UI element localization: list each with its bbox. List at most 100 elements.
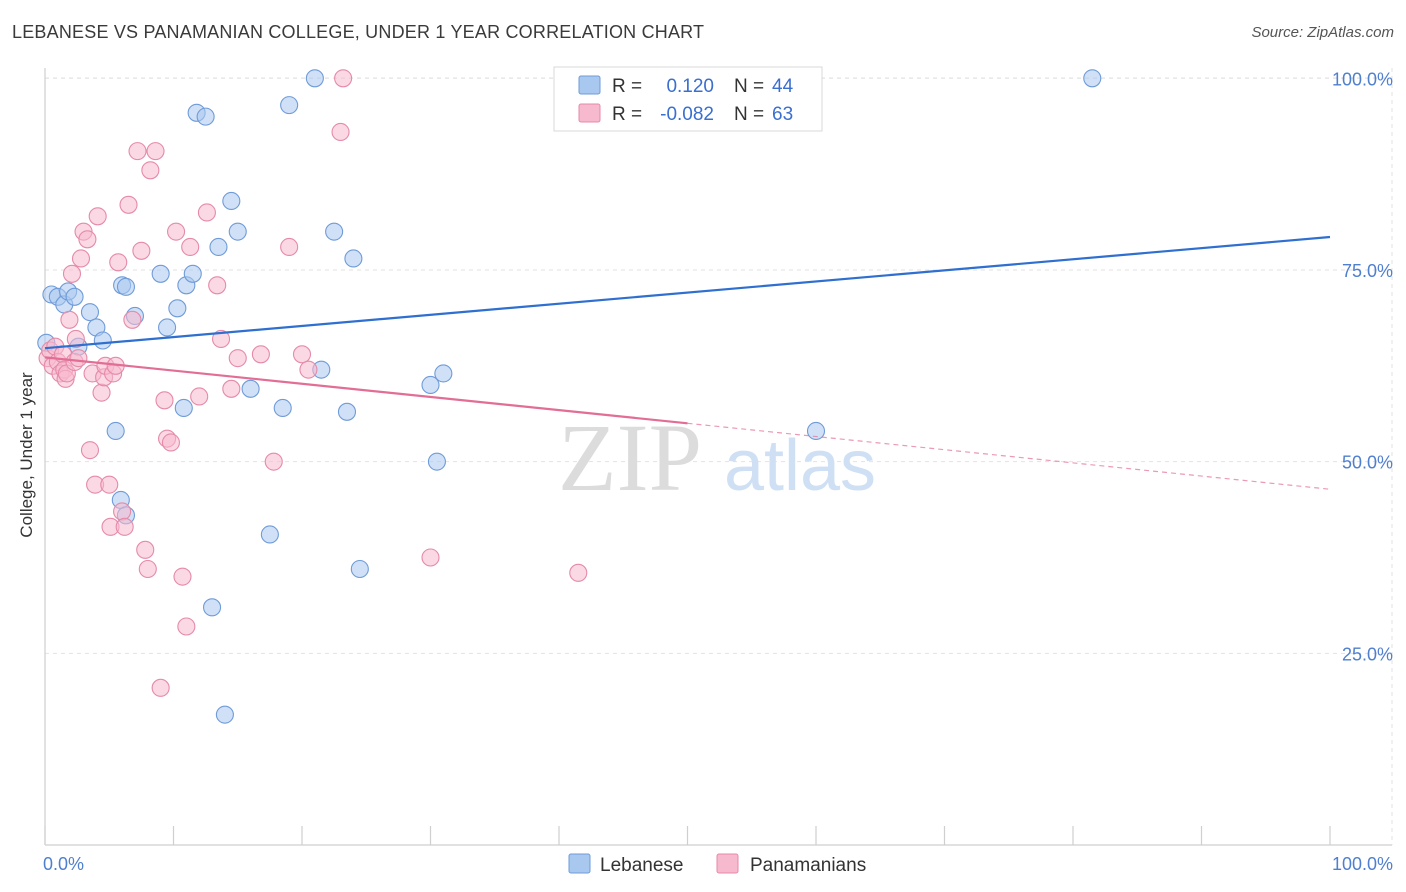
panamanian-point	[69, 349, 88, 368]
panamanian-point	[211, 329, 231, 349]
lebanese-point	[209, 237, 228, 257]
x-tick-label-max: 100.0%	[1332, 854, 1393, 874]
watermark-atlas: atlas	[724, 426, 876, 506]
panamanian-point	[80, 441, 100, 460]
lebanese-point	[1083, 69, 1102, 88]
lebanese-point	[93, 331, 112, 350]
legend-n-value-panamanians: 63	[772, 104, 793, 125]
panamanian-point	[100, 475, 119, 494]
panamanian-point	[123, 310, 142, 329]
panamanian-point	[331, 122, 350, 142]
axes	[44, 68, 1392, 846]
legend-swatch-lebanese	[578, 75, 601, 95]
legend-n-label-lebanese: N =	[734, 76, 764, 97]
bottom-legend-swatch-lebanese	[568, 853, 591, 874]
panamanian-point	[66, 329, 85, 349]
legend: R = 0.120 N = 44 R = -0.082 N = 63	[553, 66, 823, 132]
panamanian-point	[92, 383, 111, 402]
panamanian-point	[119, 195, 138, 214]
lebanese-point	[434, 364, 453, 383]
lebanese-point	[228, 222, 247, 241]
panamanian-point	[421, 548, 440, 567]
bottom-legend-swatch-panamanians	[716, 853, 739, 874]
lebanese-point	[106, 421, 125, 441]
panamanian-point	[128, 142, 147, 161]
panamanian-point	[132, 241, 151, 260]
lebanese-point	[168, 299, 187, 318]
lebanese-point	[158, 318, 177, 337]
panamanian-point	[136, 540, 155, 559]
panamanian-point	[264, 452, 283, 471]
lebanese-point	[806, 421, 826, 441]
grid-lines	[45, 68, 1393, 845]
panamanian-point	[292, 345, 312, 364]
panamanian-point	[115, 517, 134, 536]
panamanian-point	[155, 391, 174, 410]
panamanian-point	[181, 237, 200, 257]
legend-r-value-panamanians: -0.082	[660, 104, 714, 125]
source-credit: Source: ZipAtlas.com	[1251, 24, 1394, 41]
lebanese-point	[325, 222, 344, 241]
legend-r-label-lebanese: R =	[612, 76, 642, 97]
panamanian-point	[208, 276, 227, 295]
bottom-legend-label-lebanese: Lebanese	[600, 855, 683, 876]
lebanese-point	[344, 249, 363, 268]
legend-r-label-panamanians: R =	[612, 104, 642, 125]
panamanian-point	[109, 253, 128, 272]
lebanese-point	[305, 69, 324, 88]
lebanese-point	[174, 398, 193, 418]
legend-n-label-panamanians: N =	[734, 104, 764, 125]
panamanian-point	[190, 387, 209, 406]
y-tick-label: 25.0%	[1342, 644, 1393, 664]
lebanese-point	[280, 96, 299, 115]
lebanese-point	[65, 287, 84, 306]
lebanese-point	[350, 559, 369, 579]
lebanese-point	[151, 264, 170, 283]
y-tick-label: 100.0%	[1332, 69, 1393, 89]
lebanese-point	[116, 277, 136, 296]
panamanian-point	[167, 222, 186, 241]
chart-title: LEBANESE VS PANAMANIAN COLLEGE, UNDER 1 …	[12, 22, 705, 42]
y-tick-label: 50.0%	[1342, 453, 1393, 473]
x-tick-label-min: 0.0%	[43, 854, 84, 874]
lebanese-point	[203, 598, 222, 617]
lebanese-point	[260, 525, 279, 544]
trend-line-lebanese	[44, 235, 1331, 350]
panamanian-point	[280, 237, 299, 257]
panamanian-point	[251, 345, 270, 364]
lebanese-point	[183, 264, 202, 283]
lebanese-point	[196, 107, 215, 126]
y-tick-label: 75.0%	[1342, 261, 1393, 281]
lebanese-point	[427, 452, 446, 471]
panamanian-point	[88, 207, 107, 226]
panamanian-point	[60, 310, 79, 329]
y-tick-labels: 25.0% 50.0% 75.0% 100.0%	[1332, 69, 1393, 664]
panamanian-point	[569, 563, 588, 582]
panamanian-point	[62, 264, 82, 283]
panamanian-point	[161, 433, 180, 452]
lebanese-point	[222, 191, 241, 211]
panamanian-point	[146, 142, 165, 161]
trend-lines	[44, 235, 1331, 490]
panamanian-point	[222, 379, 241, 398]
lebanese-point	[273, 398, 292, 418]
panamanian-point	[177, 617, 196, 636]
panamanian-point	[151, 678, 170, 697]
x-tick-labels: 0.0% 100.0%	[43, 854, 1393, 874]
panamanian-point	[197, 203, 216, 222]
lebanese-point	[80, 303, 100, 322]
panamanian-point	[71, 249, 91, 268]
lebanese-point	[421, 375, 440, 395]
legend-r-value-lebanese: 0.120	[666, 76, 714, 97]
panamanian-point	[228, 349, 247, 368]
panamanian-point	[78, 230, 97, 249]
panamanian-point	[138, 559, 157, 579]
panamanian-point	[299, 360, 318, 379]
lebanese-point	[241, 379, 260, 398]
y-axis-title: College, Under 1 year	[17, 372, 36, 538]
panamanian-point	[113, 502, 132, 521]
legend-n-value-lebanese: 44	[772, 76, 794, 97]
panamanian-point	[173, 567, 192, 586]
lebanese-point	[337, 402, 357, 421]
